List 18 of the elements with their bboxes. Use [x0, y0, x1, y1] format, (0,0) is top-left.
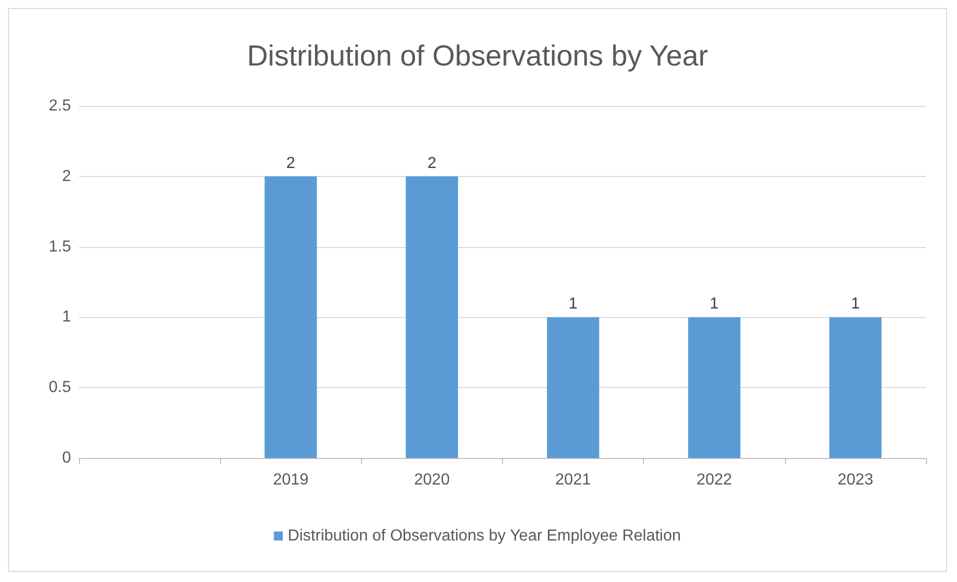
y-tick-label: 1.5	[48, 238, 72, 256]
data-label: 1	[710, 296, 719, 313]
legend-label: Distribution of Observations by Year Employee Relation	[288, 528, 681, 544]
x-tick-label: 2021	[555, 472, 591, 488]
x-tick-label: 2019	[272, 472, 309, 488]
data-label: 1	[850, 296, 860, 313]
y-tick-label: 1	[62, 308, 72, 326]
x-tick-label: 2022	[696, 472, 732, 488]
y-tick-label: 2.5	[48, 98, 72, 114]
data-label: 2	[286, 154, 296, 172]
x-tick-label: 2023	[838, 472, 874, 488]
y-tick-label: 0.5	[48, 379, 72, 396]
data-label: 2	[427, 154, 436, 172]
chart-title: Distribution of Observations by Year	[246, 40, 708, 72]
y-tick-label: 2	[62, 168, 72, 185]
y-tick-label: 0	[62, 450, 72, 466]
x-tick-label: 2020	[414, 472, 450, 488]
data-label: 1	[568, 296, 578, 313]
